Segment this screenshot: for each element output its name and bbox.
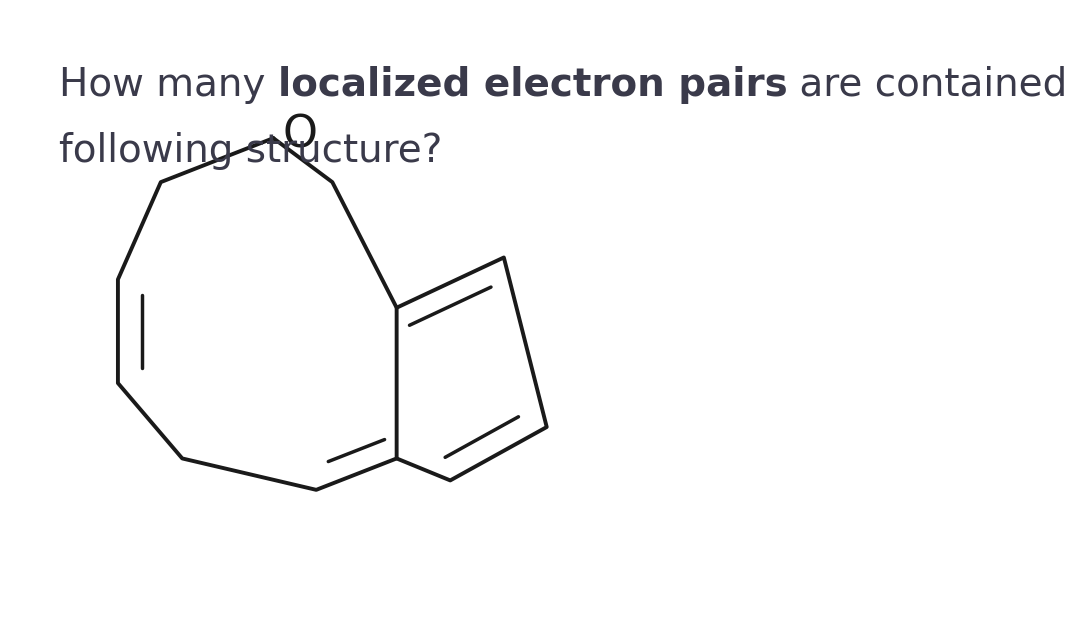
Text: following structure?: following structure?	[59, 132, 443, 170]
Text: How many: How many	[59, 66, 278, 104]
Text: are contained in the: are contained in the	[788, 66, 1072, 104]
Text: localized electron pairs: localized electron pairs	[278, 66, 788, 104]
Text: O: O	[283, 114, 317, 156]
